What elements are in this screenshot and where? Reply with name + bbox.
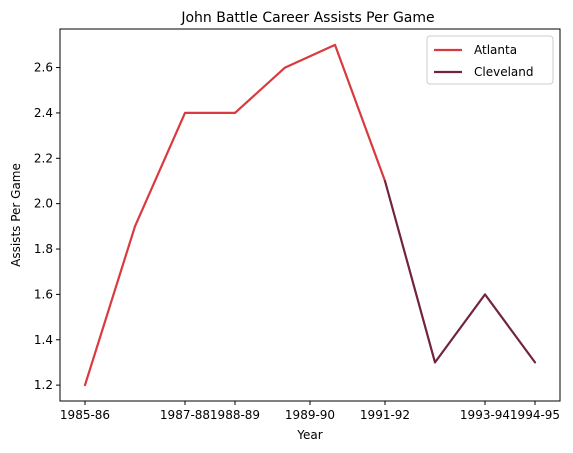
x-axis-label: Year: [296, 428, 322, 442]
x-tick-label: 1994-95: [510, 408, 560, 422]
y-tick-label: 2.0: [34, 197, 53, 211]
legend-label-cleveland: Cleveland: [474, 65, 534, 79]
y-tick-label: 2.2: [34, 151, 53, 165]
legend-label-atlanta: Atlanta: [474, 43, 517, 57]
plot-frame: [59, 28, 561, 402]
x-tick-label: 1991-92: [360, 408, 410, 422]
x-tick-label: 1987-88: [160, 408, 210, 422]
x-tick-label: 1988-89: [210, 408, 260, 422]
x-tick-label: 1993-94: [460, 408, 510, 422]
x-tick-label: 1989-90: [285, 408, 335, 422]
y-axis-label: Assists Per Game: [9, 163, 23, 267]
chart-title: John Battle Career Assists Per Game: [180, 10, 434, 26]
series-line-cleveland: [383, 179, 537, 364]
legend: Atlanta Cleveland: [426, 35, 554, 85]
plot-area: [83, 43, 537, 387]
y-tick-label: 2.6: [34, 61, 53, 75]
y-tick-label: 1.2: [34, 378, 53, 392]
y-tick-label: 1.8: [34, 242, 53, 256]
series-line-atlanta: [83, 43, 387, 387]
y-axis: 1.2 1.4 1.6 1.8 2.0 2.2 2.4 2.6: [34, 61, 60, 392]
y-tick-label: 2.4: [34, 106, 53, 120]
x-axis: 1985-86 1987-88 1988-89 1989-90 1991-92 1993-…: [60, 401, 560, 422]
x-tick-label: 1985-86: [60, 408, 110, 422]
y-tick-label: 1.6: [34, 287, 53, 301]
y-tick-label: 1.4: [34, 333, 53, 347]
